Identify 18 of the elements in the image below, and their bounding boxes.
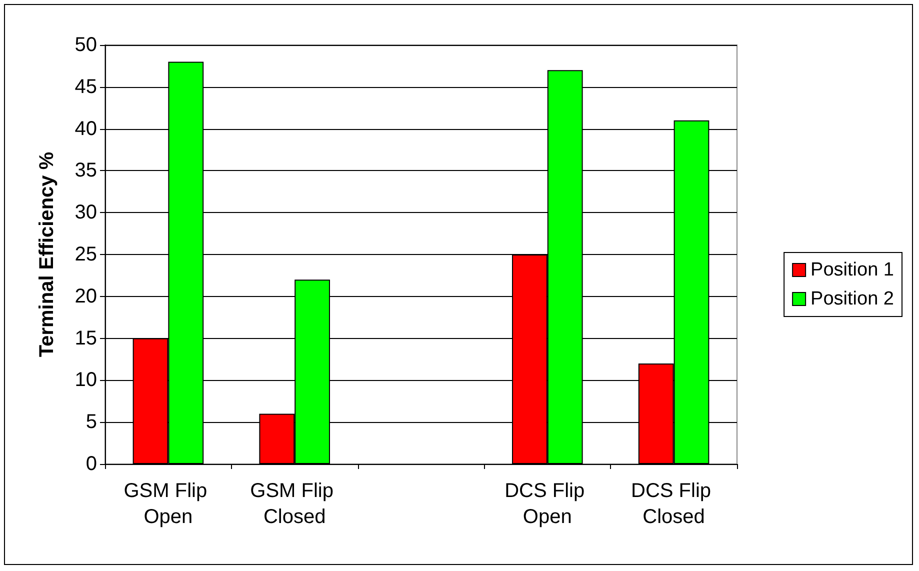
y-tick-label: 20	[74, 285, 97, 308]
legend-label: Position 1	[810, 260, 894, 280]
y-tick-label: 45	[74, 76, 97, 98]
x-tick-label: DCS Flip Open	[504, 480, 590, 528]
y-tick-label: 50	[74, 34, 97, 56]
y-tick-label: 15	[74, 327, 97, 350]
x-tick-label: GSM Flip Closed	[250, 480, 340, 528]
y-axis-title: Terminal Efficiency %	[36, 152, 58, 358]
y-tick-label: 40	[74, 118, 97, 140]
x-tick-label: GSM Flip Open	[124, 480, 213, 528]
y-tick-label: 10	[74, 369, 97, 392]
y-tick-label: 5	[86, 411, 97, 434]
legend-label: Position 2	[810, 288, 894, 310]
y-tick-label: 35	[74, 160, 97, 182]
y-tick-label: 30	[74, 202, 97, 224]
y-tick-label: 25	[74, 244, 97, 266]
x-tick-label: DCS Flip Closed	[631, 480, 717, 528]
y-tick-label: 0	[86, 453, 97, 475]
